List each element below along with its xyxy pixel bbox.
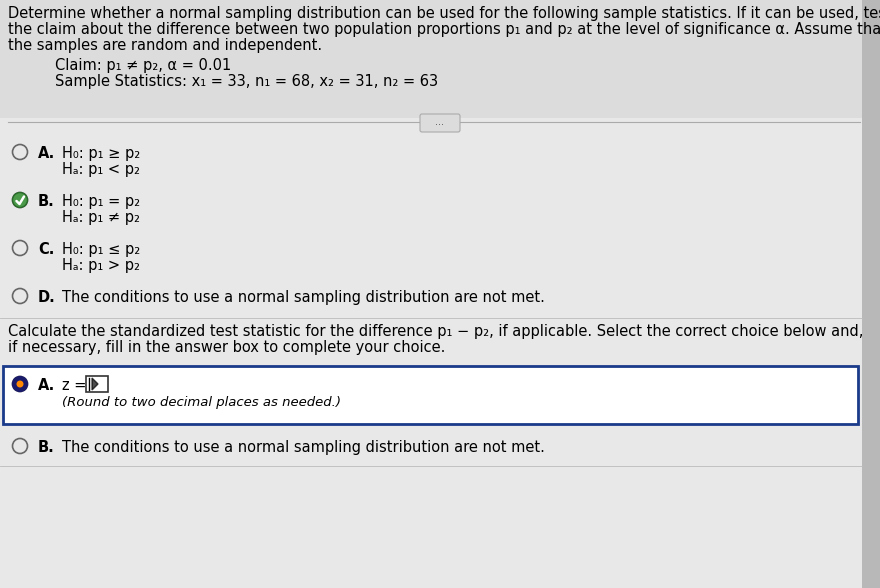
Text: H₀: p₁ = p₂: H₀: p₁ = p₂ — [62, 194, 140, 209]
Text: The conditions to use a normal sampling distribution are not met.: The conditions to use a normal sampling … — [62, 290, 545, 305]
Text: the claim about the difference between two population proportions p₁ and p₂ at t: the claim about the difference between t… — [8, 22, 880, 37]
Text: A.: A. — [38, 378, 55, 393]
Text: A.: A. — [38, 146, 55, 161]
Text: H₀: p₁ ≤ p₂: H₀: p₁ ≤ p₂ — [62, 242, 140, 257]
Polygon shape — [92, 378, 98, 390]
Text: z =: z = — [62, 378, 86, 393]
Text: B.: B. — [38, 440, 55, 455]
Text: if necessary, fill in the answer box to complete your choice.: if necessary, fill in the answer box to … — [8, 340, 445, 355]
FancyBboxPatch shape — [3, 366, 858, 424]
Text: The conditions to use a normal sampling distribution are not met.: The conditions to use a normal sampling … — [62, 440, 545, 455]
Text: the samples are random and independent.: the samples are random and independent. — [8, 38, 322, 53]
Text: Determine whether a normal sampling distribution can be used for the following s: Determine whether a normal sampling dist… — [8, 6, 880, 21]
FancyBboxPatch shape — [86, 376, 108, 392]
Text: Hₐ: p₁ < p₂: Hₐ: p₁ < p₂ — [62, 162, 140, 177]
Text: Claim: p₁ ≠ p₂, α = 0.01: Claim: p₁ ≠ p₂, α = 0.01 — [55, 58, 231, 73]
Text: B.: B. — [38, 194, 55, 209]
Text: C.: C. — [38, 242, 55, 257]
Text: Calculate the standardized test statistic for the difference p₁ − p₂, if applica: Calculate the standardized test statisti… — [8, 324, 863, 339]
Circle shape — [12, 376, 27, 392]
Text: Hₐ: p₁ ≠ p₂: Hₐ: p₁ ≠ p₂ — [62, 210, 140, 225]
FancyBboxPatch shape — [862, 0, 880, 588]
Text: Sample Statistics: x₁ = 33, n₁ = 68, x₂ = 31, n₂ = 63: Sample Statistics: x₁ = 33, n₁ = 68, x₂ … — [55, 74, 438, 89]
Circle shape — [17, 380, 24, 387]
FancyBboxPatch shape — [0, 0, 880, 118]
Circle shape — [12, 192, 27, 208]
Text: H₀: p₁ ≥ p₂: H₀: p₁ ≥ p₂ — [62, 146, 140, 161]
Text: ...: ... — [436, 117, 444, 127]
FancyBboxPatch shape — [0, 118, 862, 588]
FancyBboxPatch shape — [420, 114, 460, 132]
Text: Hₐ: p₁ > p₂: Hₐ: p₁ > p₂ — [62, 258, 140, 273]
Text: (Round to two decimal places as needed.): (Round to two decimal places as needed.) — [62, 396, 341, 409]
Text: D.: D. — [38, 290, 55, 305]
